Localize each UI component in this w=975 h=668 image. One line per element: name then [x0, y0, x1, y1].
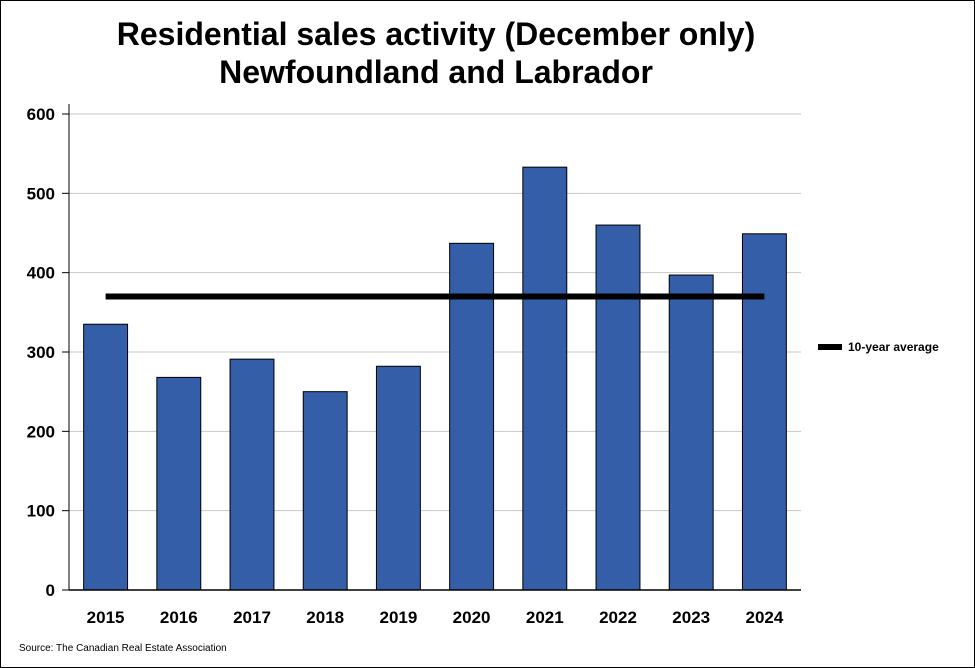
bar-2019 — [375, 365, 421, 591]
x-tick-label-2023: 2023 — [672, 608, 710, 627]
x-tick-label-2021: 2021 — [526, 608, 564, 627]
source-note: Source: The Canadian Real Estate Associa… — [19, 643, 227, 654]
y-tick-label-400: 400 — [27, 264, 55, 283]
x-tick-label-2018: 2018 — [306, 608, 344, 627]
x-tick-label-2019: 2019 — [379, 608, 417, 627]
x-tick-label-2015: 2015 — [87, 608, 125, 627]
bar-2023 — [668, 274, 714, 591]
y-tick-label-0: 0 — [46, 581, 55, 600]
legend: 10-year average — [818, 340, 939, 354]
y-tick-label-200: 200 — [27, 422, 55, 441]
x-tick-label-2016: 2016 — [160, 608, 198, 627]
x-tick-label-2024: 2024 — [745, 608, 783, 627]
bar-2016 — [156, 376, 202, 591]
bar-2020 — [449, 242, 495, 591]
y-tick-label-500: 500 — [27, 184, 55, 203]
y-tick-label-600: 600 — [27, 105, 55, 124]
x-tick-label-2020: 2020 — [453, 608, 491, 627]
bar-2017 — [229, 358, 275, 591]
bars — [83, 166, 787, 591]
bar-2018 — [302, 391, 348, 591]
y-tick-label-100: 100 — [27, 502, 55, 521]
bar-2021 — [522, 166, 568, 591]
x-tick-label-2022: 2022 — [599, 608, 637, 627]
bar-2024 — [741, 233, 787, 591]
axes — [62, 104, 801, 591]
tick-labels: 0 100 200 300 400 500 600 2015 2016 2017 2018 2019 2… — [27, 105, 784, 627]
legend-label-average: 10-year average — [848, 340, 939, 354]
chart-title: Residential sales activity (December onl… — [1, 15, 871, 91]
bar-2022 — [595, 224, 641, 591]
chart-title-line1: Residential sales activity (December onl… — [116, 16, 756, 52]
bar-2015 — [83, 323, 129, 591]
chart-title-line2: Newfoundland and Labrador — [219, 54, 653, 90]
x-tick-label-2017: 2017 — [233, 608, 271, 627]
y-tick-label-300: 300 — [27, 343, 55, 362]
